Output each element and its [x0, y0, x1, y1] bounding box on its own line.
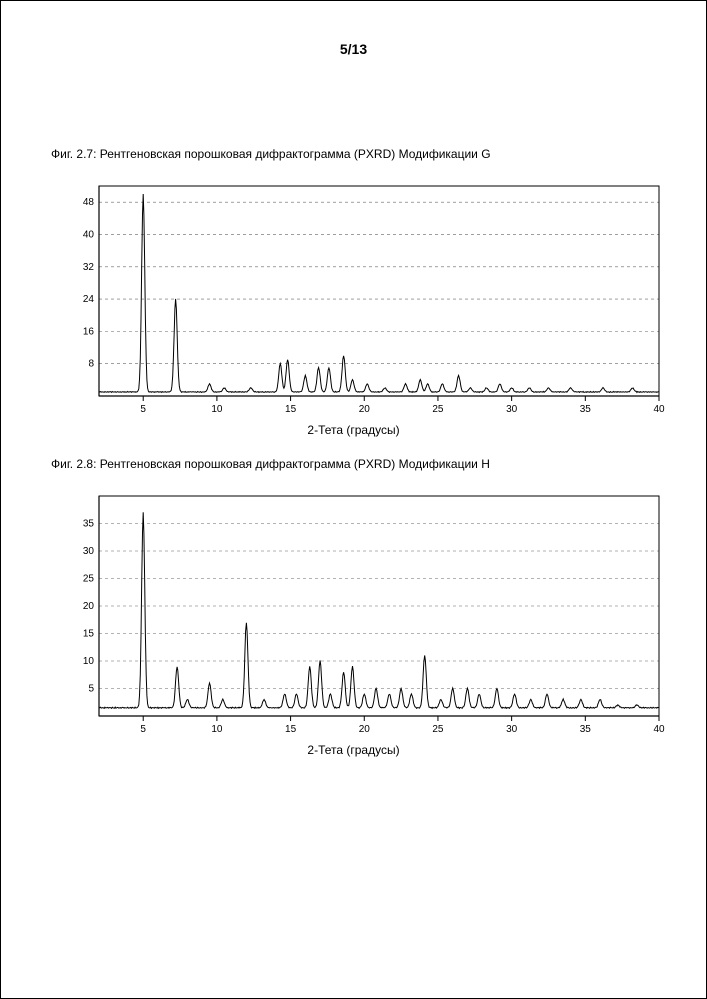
figure-caption-1: Фиг. 2.7: Рентгеновская порошковая дифра…	[51, 147, 666, 161]
svg-text:24: 24	[82, 294, 94, 305]
svg-text:40: 40	[653, 724, 665, 735]
svg-text:25: 25	[432, 724, 444, 735]
page-container: 5/13 Фиг. 2.7: Рентгеновская порошковая …	[0, 0, 707, 999]
svg-text:15: 15	[285, 404, 297, 415]
svg-text:35: 35	[579, 404, 591, 415]
svg-text:5: 5	[140, 724, 146, 735]
page-number: 5/13	[41, 41, 666, 57]
x-axis-label-2: 2-Тета (градусы)	[64, 743, 644, 757]
svg-text:40: 40	[82, 229, 94, 240]
x-axis-label-1: 2-Тета (градусы)	[64, 423, 644, 437]
svg-text:5: 5	[88, 684, 94, 695]
chart-1: 81624324048510152025303540 2-Тета (граду…	[64, 176, 644, 437]
svg-text:5: 5	[140, 404, 146, 415]
svg-text:8: 8	[88, 359, 94, 370]
svg-text:35: 35	[82, 519, 94, 530]
svg-text:40: 40	[653, 404, 665, 415]
svg-text:20: 20	[82, 601, 94, 612]
svg-text:30: 30	[82, 546, 94, 557]
svg-text:25: 25	[432, 404, 444, 415]
svg-text:15: 15	[82, 629, 94, 640]
svg-text:30: 30	[506, 404, 518, 415]
svg-text:16: 16	[82, 326, 94, 337]
pxrd-chart-g: 8 16 24 32 40 48 5 10 15 20 25 30 35 40	[64, 176, 669, 421]
svg-text:10: 10	[82, 656, 94, 667]
pxrd-chart-h: 5 10 15 20 25 30 35 5 10 15 20 25 30 35 40	[64, 486, 669, 741]
svg-text:48: 48	[82, 197, 94, 208]
svg-text:10: 10	[211, 724, 223, 735]
svg-text:10: 10	[211, 404, 223, 415]
figure-caption-2: Фиг. 2.8: Рентгеновская порошковая дифра…	[51, 457, 666, 471]
svg-text:35: 35	[579, 724, 591, 735]
svg-text:32: 32	[82, 262, 94, 273]
chart-2: 5101520253035510152025303540 2-Тета (гра…	[64, 486, 644, 757]
svg-text:20: 20	[358, 724, 370, 735]
svg-text:20: 20	[358, 404, 370, 415]
svg-text:15: 15	[285, 724, 297, 735]
svg-text:30: 30	[506, 724, 518, 735]
svg-text:25: 25	[82, 574, 94, 585]
